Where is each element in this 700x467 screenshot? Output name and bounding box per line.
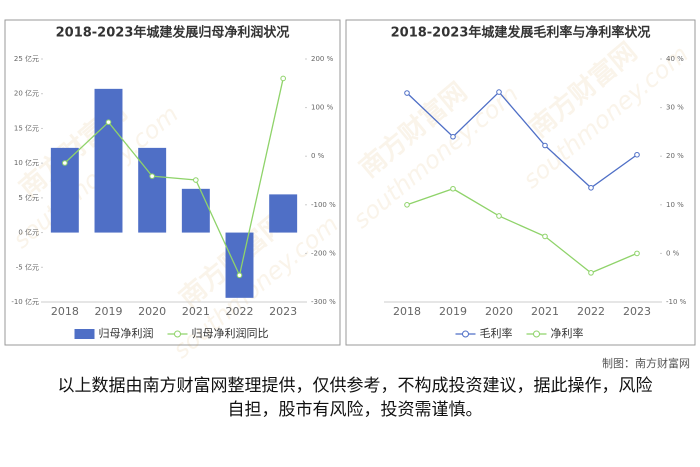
y-tick-label: 40 % (666, 55, 684, 63)
y2-tick-label: 200 % (311, 55, 334, 63)
y-tick-label: 5 亿元 (18, 193, 39, 202)
y-tick-label: 15 亿元 (14, 123, 39, 132)
y-tick-label: 20 亿元 (14, 89, 39, 98)
line-point (149, 173, 155, 179)
line-point (496, 213, 502, 219)
x-tick-label: 2018 (51, 305, 79, 318)
legend-swatch (462, 330, 469, 338)
line-point (105, 119, 112, 125)
disclaimer: 以上数据由南方财富网整理提供，仅供参考，不构成投资建议，据此操作，风险自担，股市… (57, 376, 653, 420)
x-tick-label: 2021 (182, 305, 210, 318)
legend-swatch (533, 330, 540, 338)
x-tick-label: 2023 (269, 305, 297, 318)
line-point (404, 90, 410, 96)
bar (181, 188, 210, 233)
line-point (588, 184, 594, 191)
x-tick-label: 2020 (138, 305, 166, 318)
line-point (450, 133, 456, 140)
y-tick-label: -10 亿元 (11, 297, 39, 306)
y-tick-label: -10 % (666, 298, 687, 306)
x-tick-label: 2019 (439, 305, 467, 318)
chart-title: 2018-2023年城建发展归母净利润状况 (56, 25, 290, 41)
y-tick-label: 25 亿元 (14, 54, 39, 63)
bar (138, 147, 167, 233)
credit: 制图：南方财富网 (602, 356, 690, 370)
x-tick-label: 2018 (393, 305, 421, 318)
line-point (236, 272, 243, 279)
x-tick-label: 2021 (531, 305, 559, 318)
charts: 制图：南方财富网 南方财富网southmoney.com南方财富网southmo… (4, 19, 696, 370)
line-point (450, 185, 456, 192)
x-tick-label: 2022 (577, 305, 605, 318)
line-point (193, 177, 199, 183)
y2-tick-label: 0 % (311, 152, 325, 160)
y2-tick-label: -200 % (311, 249, 336, 257)
y2-tick-label: -300 % (311, 298, 336, 306)
x-tick-label: 2019 (95, 305, 123, 318)
line (406, 188, 638, 274)
legend-label: 毛利率 (480, 326, 513, 340)
y-tick-label: 10 亿元 (14, 158, 39, 167)
line-point (542, 233, 548, 240)
x-tick-label: 2020 (485, 305, 513, 318)
y-tick-label: 20 % (666, 152, 684, 160)
y-tick-label: 0 % (666, 249, 680, 257)
x-tick-label: 2022 (226, 305, 254, 318)
line-point (542, 142, 548, 149)
x-tick-label: 2023 (623, 305, 651, 318)
y-tick-label: 10 % (666, 201, 684, 209)
y2-tick-label: 100 % (311, 104, 334, 112)
legend-swatch (74, 329, 95, 339)
line-point (634, 250, 640, 257)
line (64, 78, 284, 278)
line-point (634, 151, 640, 158)
legend-label: 归母净利润 (99, 326, 154, 340)
y-tick-label: 0 亿元 (18, 228, 39, 237)
bar (94, 88, 123, 233)
legend-label: 归母净利润同比 (192, 326, 269, 340)
bar (225, 232, 254, 298)
line-point (404, 202, 410, 208)
legend-swatch (174, 330, 181, 338)
legend-label: 净利率 (551, 326, 584, 340)
line-point (280, 75, 286, 82)
panel-border (4, 19, 341, 346)
chart-title: 2018-2023年城建发展毛利率与净利率状况 (391, 25, 651, 41)
y-tick-label: -5 亿元 (16, 262, 39, 271)
line-point (588, 270, 594, 276)
y2-tick-label: -100 % (311, 201, 336, 209)
bar (269, 194, 298, 233)
line (406, 91, 638, 189)
line-point (496, 89, 502, 95)
panel-border (345, 19, 696, 346)
line-point (62, 160, 68, 166)
y-tick-label: 30 % (666, 104, 684, 112)
